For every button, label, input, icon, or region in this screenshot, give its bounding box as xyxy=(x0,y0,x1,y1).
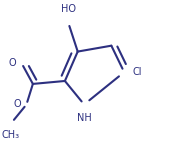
Text: CH₃: CH₃ xyxy=(1,130,19,140)
Text: O: O xyxy=(13,99,21,110)
Text: HO: HO xyxy=(61,4,76,14)
Text: NH: NH xyxy=(77,113,92,123)
Text: Cl: Cl xyxy=(133,67,142,77)
Text: O: O xyxy=(8,58,16,68)
